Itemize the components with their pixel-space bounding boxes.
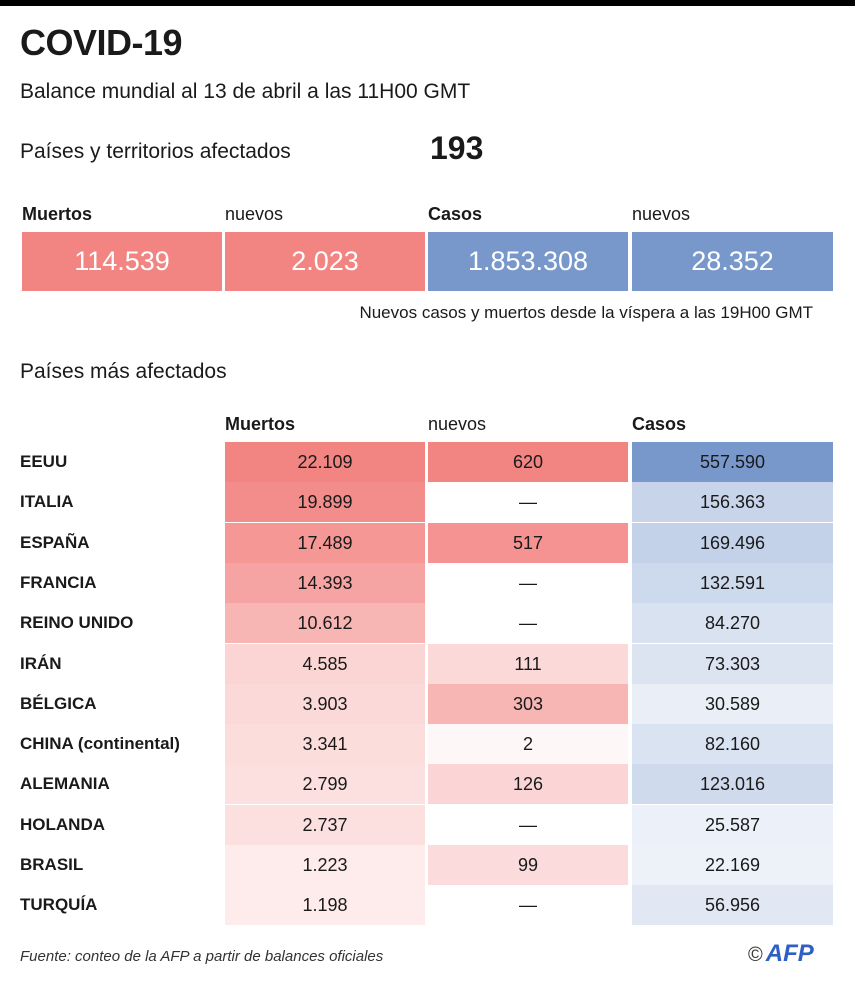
cell-cases: 169.496 (632, 522, 833, 563)
cell-deaths: 1.223 (225, 845, 425, 885)
row-country: ITALIA (20, 492, 74, 512)
cell-deaths: 2.799 (225, 764, 425, 805)
cell-new-deaths: 111 (428, 643, 628, 684)
table-title: Países más afectados (20, 360, 227, 383)
source-note: Fuente: conteo de la AFP a partir de bal… (20, 948, 384, 965)
cell-cases: 73.303 (632, 643, 833, 684)
row-country: CHINA (continental) (20, 734, 180, 754)
column-header-cases: Casos (632, 414, 687, 434)
cell-new-deaths: 620 (428, 442, 628, 482)
cell-cases: 84.270 (632, 603, 833, 644)
afp-logo: © AFP (748, 940, 814, 968)
cell-cases: 25.587 (632, 804, 833, 845)
row-country: EEUU (20, 452, 68, 471)
top-bar (0, 0, 855, 6)
affected-label: Países y territorios afectados (20, 140, 291, 163)
row-country: ALEMANIA (20, 774, 110, 794)
row-country: REINO UNIDO (20, 613, 134, 633)
cell-new-deaths: 303 (428, 683, 628, 724)
subtitle: Balance mundial al 13 de abril a las 11H… (20, 80, 471, 103)
cell-new-deaths: 99 (428, 845, 628, 885)
summary-header-deaths: Muertos (22, 204, 93, 224)
cell-new-deaths: — (428, 603, 628, 644)
summary-header-new-deaths: nuevos (225, 204, 284, 224)
summary-note: Nuevos casos y muertos desde la víspera … (359, 303, 813, 322)
cell-new-deaths: — (428, 804, 628, 845)
copyright-symbol: © (748, 944, 763, 966)
cell-cases: 82.160 (632, 724, 833, 765)
cell-deaths: 1.198 (225, 885, 425, 926)
cell-cases: 156.363 (632, 482, 833, 523)
cell-cases: 56.956 (632, 885, 833, 926)
summary-header-cases: Casos (428, 204, 483, 224)
column-header-new-deaths: nuevos (428, 414, 487, 434)
afp-logo-text: AFP (765, 940, 814, 967)
cell-new-deaths: — (428, 885, 628, 926)
cell-deaths: 14.393 (225, 562, 425, 603)
cell-new-deaths: 517 (428, 522, 628, 563)
column-header-deaths: Muertos (225, 414, 296, 434)
row-country: FRANCIA (20, 572, 97, 592)
cell-deaths: 22.109 (225, 442, 425, 482)
cell-new-deaths: — (428, 482, 628, 523)
cell-cases: 30.589 (632, 683, 833, 724)
summary-new-deaths: 2.023 (225, 232, 425, 291)
row-country: HOLANDA (20, 814, 105, 834)
cell-deaths: 3.903 (225, 683, 425, 724)
summary-deaths: 114.539 (22, 232, 222, 291)
summary-header-new-cases: nuevos (632, 204, 691, 224)
cell-new-deaths: 2 (428, 724, 628, 765)
row-country: BRASIL (20, 855, 84, 874)
row-country: BÉLGICA (20, 693, 97, 713)
row-country: ESPAÑA (20, 532, 90, 552)
cell-cases: 557.590 (632, 442, 833, 482)
page-title: COVID-19 (20, 22, 183, 63)
row-country: IRÁN (20, 653, 62, 673)
cell-cases: 123.016 (632, 764, 833, 805)
row-country: TURQUÍA (20, 895, 98, 915)
cell-deaths: 2.737 (225, 804, 425, 845)
cell-deaths: 10.612 (225, 603, 425, 644)
summary-cases: 1.853.308 (428, 232, 628, 291)
affected-value: 193 (430, 130, 484, 166)
summary-new-cases: 28.352 (632, 232, 833, 291)
cell-new-deaths: 126 (428, 764, 628, 805)
cell-new-deaths: — (428, 562, 628, 603)
cell-cases: 22.169 (632, 845, 833, 885)
cell-cases: 132.591 (632, 562, 833, 603)
cell-deaths: 4.585 (225, 643, 425, 684)
cell-deaths: 17.489 (225, 522, 425, 563)
cell-deaths: 3.341 (225, 724, 425, 765)
cell-deaths: 19.899 (225, 482, 425, 523)
